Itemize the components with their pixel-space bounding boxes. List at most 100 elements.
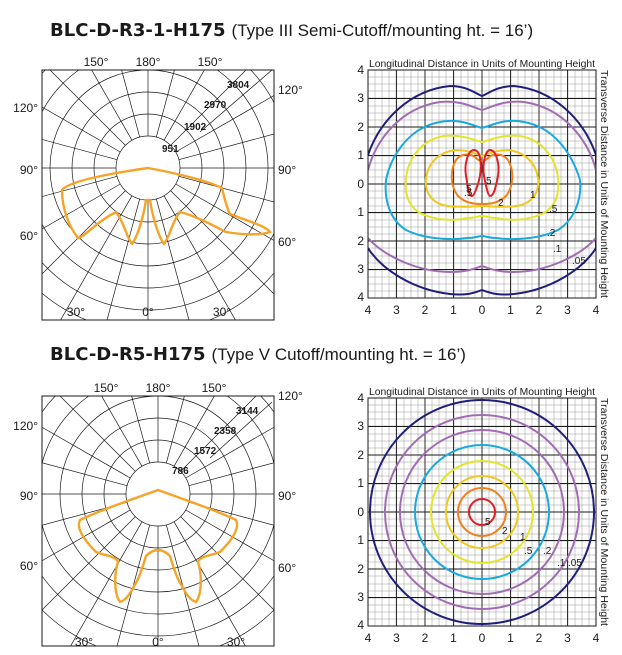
x-tick: 1	[450, 303, 457, 317]
y-tick: 4	[357, 63, 364, 77]
photometric-panel-1: BLC-D-R3-1-H175 (Type III Semi-Cutoff/mou…	[0, 0, 622, 325]
contour-3	[414, 444, 550, 580]
candela-curve	[60, 166, 272, 246]
contour-05	[368, 84, 596, 296]
y-tick: 3	[357, 419, 364, 433]
contour-label-2: .5	[464, 188, 473, 199]
iso-border	[367, 69, 597, 299]
isofootcandle-plot: 5 .5 5 2 1 .5 .2 .1 .05 Longitudinal Dis…	[357, 58, 610, 317]
x-tick: 1	[450, 631, 457, 645]
iso-y-ticks: 4 3 2 1 0 1 2 3 4	[357, 63, 364, 304]
angle-label-right-1: 120°	[278, 83, 303, 97]
y-tick: 0	[357, 177, 364, 191]
contour-label-8: .1	[553, 244, 562, 255]
candela-ring-labels: 3144 2358 1572 786	[172, 406, 259, 477]
x-tick: 0	[479, 303, 486, 317]
angle-label-right-2: 90°	[278, 163, 296, 177]
angle-label-right-2: 90°	[278, 489, 296, 503]
contour-7	[468, 498, 496, 526]
angle-label-left-3: 60°	[20, 559, 38, 573]
contour-value-labels: 5 .5 5 2 1 .5 .2 .1 .05	[464, 176, 586, 267]
iso-border	[367, 397, 597, 627]
ring-label-4: 951	[162, 144, 179, 155]
angle-label-right-3: 60°	[278, 561, 296, 575]
y-tick: 1	[357, 148, 364, 162]
model-code: BLC-D-R3-1-H175	[50, 20, 226, 41]
x-tick: 3	[393, 631, 400, 645]
contour-label-1: 5	[466, 184, 472, 195]
longitudinal-axis-title: Longitudinal Distance in Units of Mounti…	[369, 58, 595, 70]
x-tick: 2	[536, 631, 543, 645]
contour-label-2: 2	[502, 526, 508, 537]
ring-label-2: 2358	[214, 426, 237, 437]
ring-label-3: 1902	[184, 122, 207, 133]
angle-label-top-right: 150°	[202, 381, 227, 395]
ring-label-4: 786	[172, 466, 189, 477]
angle-label-bottom-center: 0°	[152, 635, 164, 649]
contour-label-7: .2	[547, 228, 556, 239]
y-tick: 2	[357, 448, 364, 462]
polar-grid	[42, 70, 274, 320]
contour-label-3: 1	[520, 532, 526, 543]
contour-value-labels: 5 2 1 .5 .2 .1 .05	[485, 517, 582, 569]
angle-label-bottom-left: 30°	[67, 305, 85, 319]
model-description: (Type V Cutoff/mounting ht. = 16’)	[211, 345, 466, 364]
angle-label-left-1: 120°	[13, 419, 38, 433]
y-tick: 4	[357, 290, 364, 304]
x-tick: 2	[422, 303, 429, 317]
angle-label-bottom-center: 0°	[142, 305, 154, 319]
x-tick: 4	[365, 631, 372, 645]
contour-05	[369, 399, 595, 625]
contour-5	[450, 153, 514, 206]
photometric-panel-2: BLC-D-R5-H175 (Type V Cutoff/mounting ht.…	[0, 330, 622, 655]
model-code: BLC-D-R5-H175	[50, 344, 206, 365]
y-tick: 4	[357, 618, 364, 632]
y-tick: 1	[357, 476, 364, 490]
angle-label-top-center: 180°	[136, 55, 161, 69]
iso-contours	[369, 399, 595, 625]
angle-label-left-2: 90°	[20, 489, 38, 503]
y-tick: 3	[357, 262, 364, 276]
y-tick: 0	[357, 505, 364, 519]
contour-6b	[482, 148, 500, 198]
y-tick: 3	[357, 91, 364, 105]
panel-title: BLC-D-R3-1-H175 (Type III Semi-Cutoff/mou…	[50, 20, 533, 41]
angle-label-top-left: 150°	[84, 55, 109, 69]
candela-curve	[77, 488, 239, 604]
contour-label-5: .2	[543, 546, 552, 557]
polar-grid	[42, 396, 274, 646]
x-tick: 3	[564, 631, 571, 645]
polar-angle-labels: 150° 180° 150° 120° 90° 60° 120° 90° 60°…	[13, 55, 303, 319]
transverse-axis-title: Transverse Distance in Units of Mounting…	[598, 398, 610, 626]
contour-6	[457, 487, 507, 537]
x-tick: 1	[507, 303, 514, 317]
contour-label-4: 2	[498, 198, 504, 209]
iso-x-ticks: 4 3 2 1 0 1 2 3 4	[365, 631, 600, 645]
y-tick: 4	[357, 391, 364, 405]
contour-1	[384, 414, 580, 610]
angle-label-right-1: 120°	[278, 389, 303, 403]
angle-label-bottom-right: 30°	[227, 635, 245, 649]
contour-label-6: .1	[557, 558, 566, 569]
angle-label-top-center: 180°	[146, 381, 171, 395]
longitudinal-axis-title: Longitudinal Distance in Units of Mounti…	[369, 386, 595, 398]
model-description: (Type III Semi-Cutoff/mounting ht. = 16’…	[231, 21, 534, 40]
contour-label-3: 5	[486, 176, 492, 187]
x-tick: 2	[422, 631, 429, 645]
contour-3	[404, 134, 560, 221]
polar-candela-plot: 150° 180° 150° 120° 90° 60° 120° 90° 60°…	[13, 55, 303, 321]
x-tick: 3	[393, 303, 400, 317]
x-tick: 3	[564, 303, 571, 317]
x-tick: 4	[593, 631, 600, 645]
angle-label-left-1: 120°	[13, 101, 38, 115]
transverse-axis-title: Transverse Distance in Units of Mounting…	[598, 70, 610, 298]
polar-angle-labels: 150° 180° 150° 120° 90° 60° 120° 90° 60°…	[13, 381, 303, 649]
contour-label-1: 5	[485, 517, 491, 528]
contour-label-5: 1	[530, 190, 536, 201]
y-tick: 2	[357, 234, 364, 248]
angle-label-top-left: 150°	[94, 381, 119, 395]
polar-frame	[41, 69, 275, 321]
panel-title: BLC-D-R5-H175 (Type V Cutoff/mounting ht.…	[50, 344, 466, 365]
iso-x-ticks: 4 3 2 1 0 1 2 3 4	[365, 303, 600, 317]
y-tick: 1	[357, 205, 364, 219]
